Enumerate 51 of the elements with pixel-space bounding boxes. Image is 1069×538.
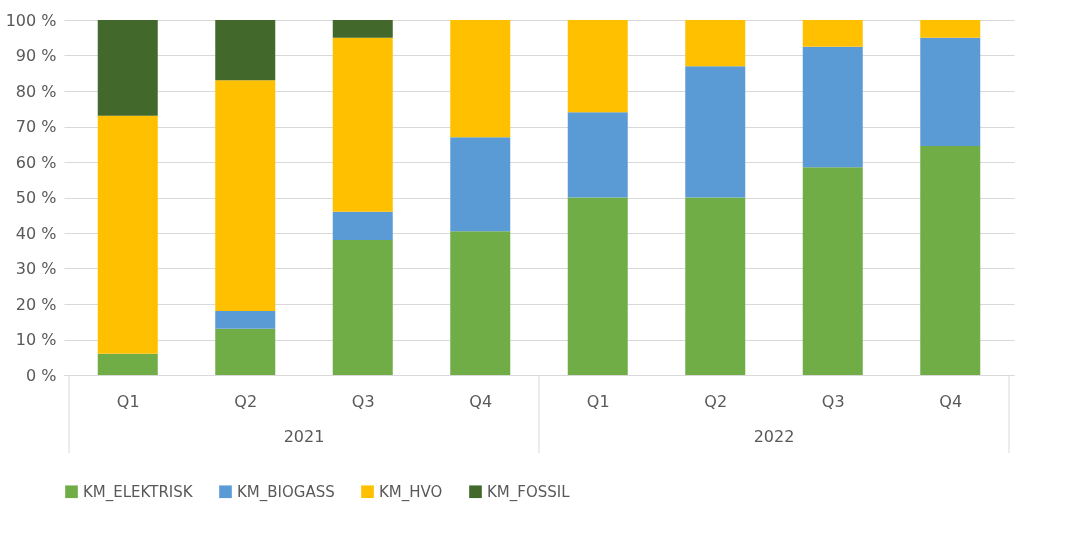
- bar: [332, 20, 393, 38]
- x-tick-label: Q3: [351, 391, 375, 411]
- bar: [332, 37, 393, 212]
- bar: [685, 66, 746, 198]
- bar: [450, 137, 511, 232]
- legend-label: KM_ELEKTRISK: [83, 482, 194, 502]
- y-tick-label: 40 %: [15, 223, 57, 243]
- bar: [567, 20, 628, 113]
- bar: [567, 112, 628, 198]
- bar: [97, 20, 158, 116]
- bar: [802, 20, 863, 47]
- legend-label: KM_HVO: [379, 482, 443, 502]
- y-tick-label: 90 %: [15, 46, 57, 65]
- legend-label: KM_FOSSIL: [487, 482, 571, 502]
- x-tick-label: Q3: [821, 391, 845, 411]
- text: 2021: [283, 427, 325, 446]
- text: 2022: [753, 427, 795, 446]
- bar: [215, 80, 276, 312]
- bar: [802, 167, 863, 375]
- y-tick-label: 20 %: [15, 294, 57, 314]
- bar: [97, 353, 158, 375]
- x-tick-label: Q2: [234, 391, 258, 411]
- bar: [920, 146, 981, 375]
- y-tick-label: 0 %: [26, 365, 57, 385]
- x-tick-label: Q2: [704, 391, 728, 411]
- y-tick-label: 80 %: [15, 81, 57, 101]
- bar: [450, 20, 511, 138]
- x-tick-label: Q1: [116, 391, 140, 411]
- bar: [685, 197, 746, 375]
- bar: [97, 115, 158, 354]
- bar: [802, 46, 863, 168]
- legend-label: KM_BIOGASS: [237, 482, 335, 502]
- bar: [215, 328, 276, 375]
- y-tick-label: 50 %: [15, 188, 57, 207]
- y-tick-label: 10 %: [15, 330, 57, 349]
- y-tick-label: 60 %: [15, 152, 57, 172]
- y-tick-label: 70 %: [15, 117, 57, 136]
- bar: [332, 211, 393, 241]
- x-tick-label: Q4: [469, 391, 493, 411]
- bar: [920, 37, 981, 147]
- bar: [567, 197, 628, 375]
- y-tick-label: 100 %: [5, 10, 57, 30]
- y-tick-label: 30 %: [15, 259, 57, 278]
- bar: [685, 20, 746, 67]
- bar: [215, 20, 276, 81]
- bar: [332, 240, 393, 375]
- bar: [450, 231, 511, 375]
- bar: [215, 311, 276, 329]
- x-tick-label: Q4: [939, 391, 963, 411]
- bar: [920, 20, 981, 38]
- x-tick-label: Q1: [586, 391, 610, 411]
